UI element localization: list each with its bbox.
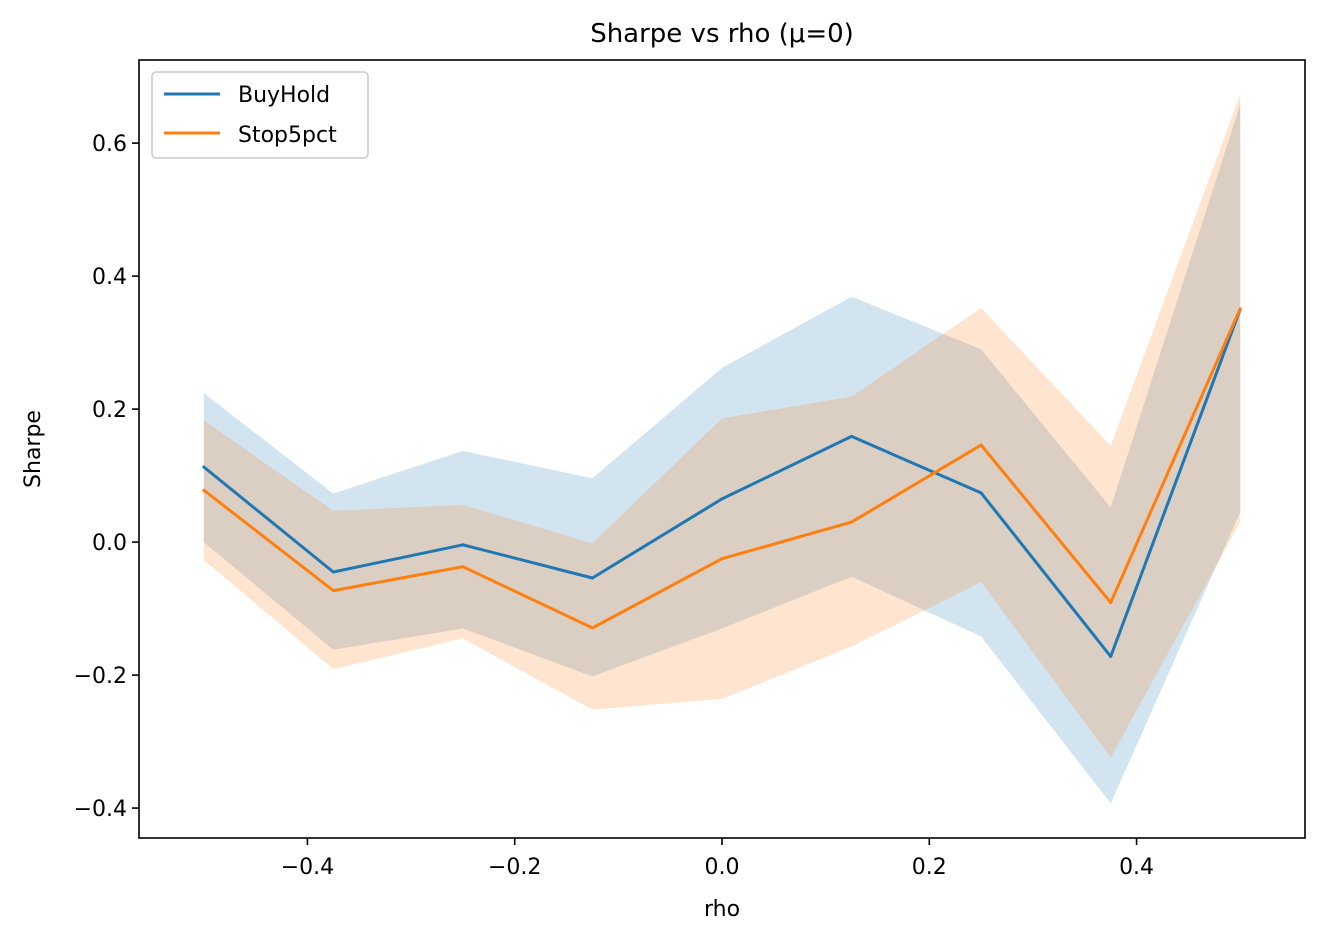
point-stop5pct (1109, 601, 1113, 605)
point-buyhold (202, 465, 206, 469)
y-axis-ticks: −0.4 −0.2 0.0 0.2 0.4 0.6 (74, 132, 139, 822)
x-axis-label: rho (704, 897, 740, 922)
point-stop5pct (590, 626, 594, 630)
y-tick-label: 0.0 (92, 531, 127, 556)
y-tick-label: −0.4 (74, 797, 127, 822)
x-axis-ticks: −0.4 −0.2 0.0 0.2 0.4 (281, 838, 1154, 880)
legend: BuyHold Stop5pct (151, 71, 369, 159)
legend-label-buyhold: BuyHold (238, 83, 330, 108)
point-stop5pct (979, 443, 983, 447)
point-buyhold (979, 491, 983, 495)
point-buyhold (850, 434, 854, 438)
y-tick-label: 0.4 (92, 265, 127, 290)
x-tick-label: 0.2 (912, 855, 947, 880)
point-buyhold (331, 570, 335, 574)
band-stop5pct (203, 94, 1241, 758)
point-stop5pct (202, 488, 206, 492)
point-buyhold (720, 497, 724, 501)
x-tick-label: 0.0 (705, 855, 740, 880)
chart-title: Sharpe vs rho (μ=0) (590, 19, 854, 49)
band-buyhold (203, 104, 1241, 804)
y-axis-label: Sharpe (21, 410, 46, 488)
point-stop5pct (720, 557, 724, 561)
y-tick-label: 0.6 (92, 132, 127, 157)
series-lines (202, 307, 1242, 658)
point-stop5pct (850, 520, 854, 524)
x-tick-label: −0.2 (488, 855, 541, 880)
y-tick-label: −0.2 (74, 664, 127, 689)
legend-label-stop5pct: Stop5pct (238, 123, 337, 148)
point-stop5pct (1238, 307, 1242, 311)
x-tick-label: −0.4 (281, 855, 334, 880)
y-tick-label: 0.2 (92, 398, 127, 423)
point-buyhold (461, 543, 465, 547)
point-buyhold (1109, 655, 1113, 658)
point-stop5pct (461, 565, 465, 569)
point-buyhold (590, 576, 594, 580)
x-tick-label: 0.4 (1119, 855, 1154, 880)
point-stop5pct (331, 589, 335, 593)
confidence-bands (203, 94, 1241, 804)
